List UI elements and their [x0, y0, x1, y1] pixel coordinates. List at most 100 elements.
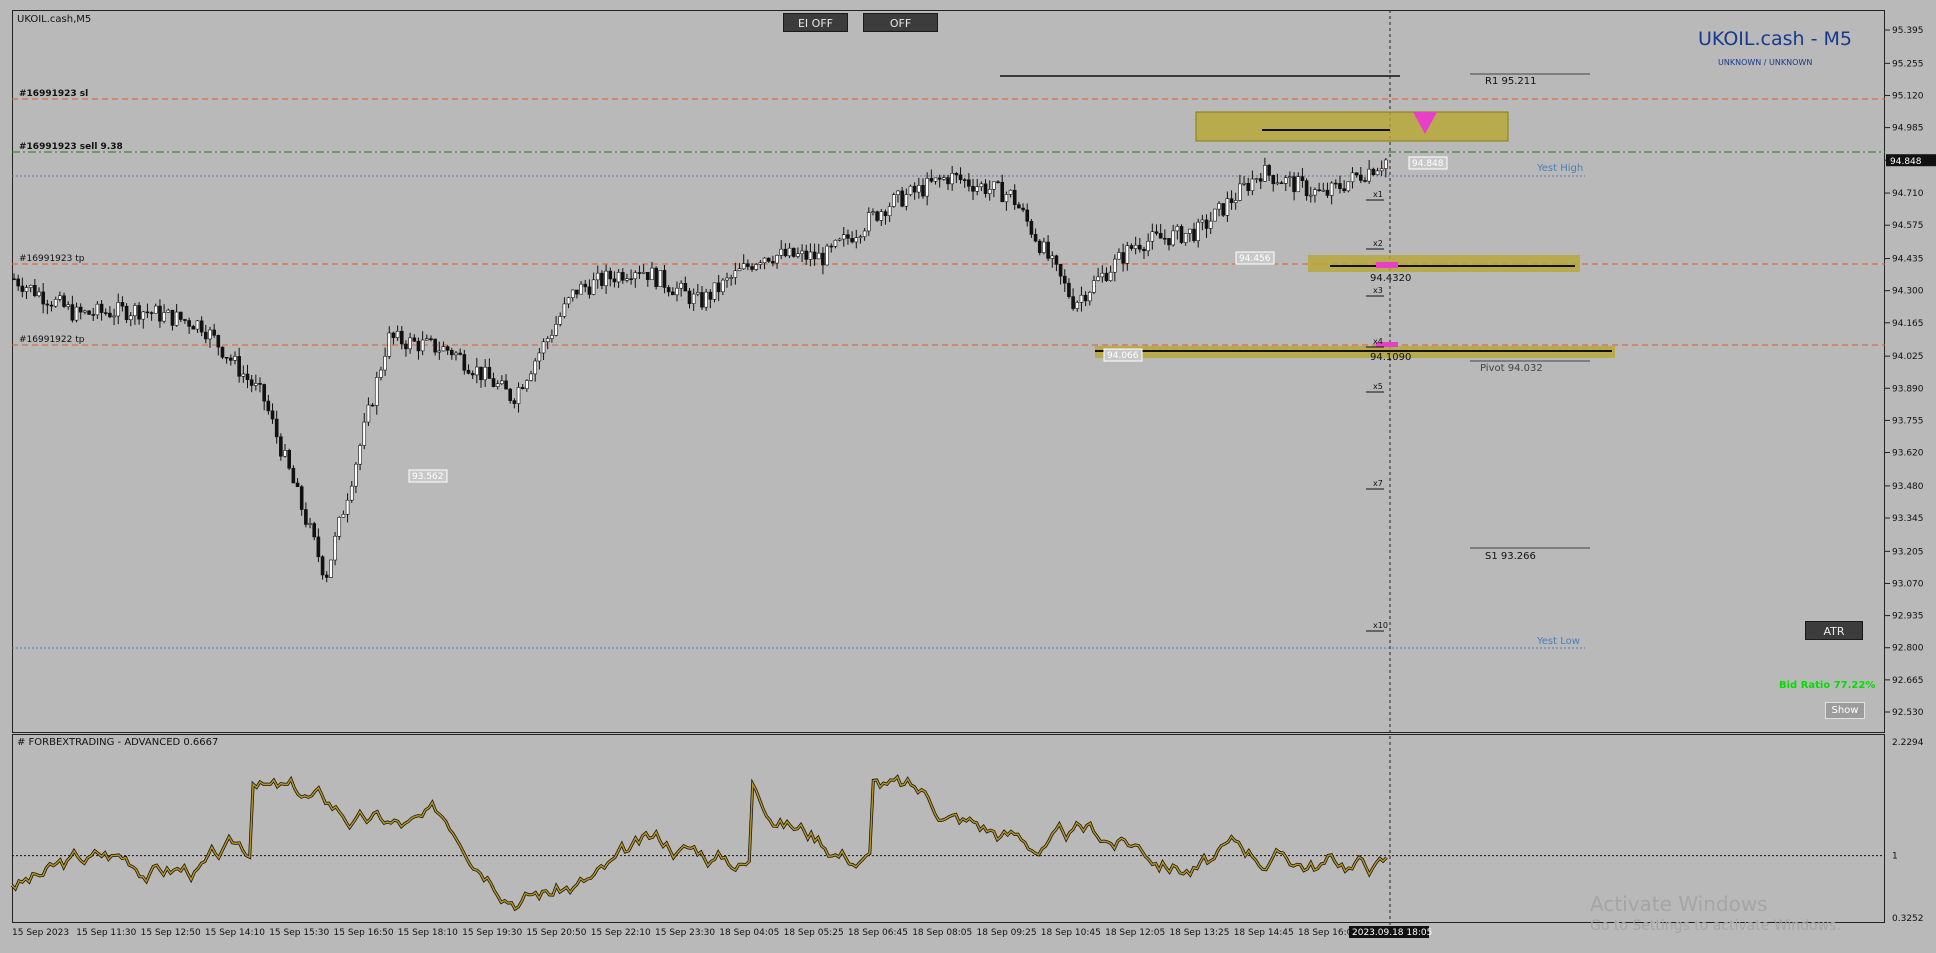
- demand-zone-1-label: 94.4320: [1370, 273, 1411, 284]
- candle-body: [896, 190, 900, 196]
- candle-body: [754, 264, 759, 270]
- candle-body: [1304, 180, 1309, 197]
- candle-body: [229, 357, 233, 361]
- candle-body: [1238, 183, 1242, 201]
- candle-body: [191, 326, 196, 330]
- candle-body: [12, 278, 16, 281]
- candle-body: [387, 332, 392, 357]
- price-axis-ticks: 95.395 95.255 95.120 94.985 94.848 94.710 94.5…: [1885, 26, 1924, 718]
- candle-body: [1242, 182, 1246, 185]
- candle-body: [162, 312, 166, 322]
- candle-body: [95, 303, 100, 316]
- price-tick-label: 93.890: [1892, 384, 1924, 394]
- candle-body: [1342, 188, 1346, 192]
- time-axis-ticks: 15 Sep 2023 15 Sep 11:30 15 Sep 12:50 15 Se…: [12, 928, 1358, 938]
- candle-body: [362, 421, 367, 446]
- candle-body: [508, 388, 512, 401]
- candle-body: [495, 383, 500, 387]
- price-tick-label: 95.120: [1892, 91, 1924, 101]
- candle-body: [174, 311, 179, 326]
- candle-body: [637, 272, 642, 274]
- candle-body: [633, 272, 638, 280]
- candle-body: [946, 177, 950, 185]
- supply-zone: [1195, 111, 1509, 142]
- candle-body: [1150, 231, 1155, 242]
- price-tag-2: 94.456: [1239, 254, 1271, 264]
- candle-body: [458, 352, 462, 355]
- candle-body: [1042, 241, 1046, 253]
- candle-body: [187, 320, 191, 327]
- candle-body: [1029, 221, 1034, 235]
- off-button[interactable]: OFF: [863, 13, 938, 32]
- candle-body: [1175, 226, 1180, 232]
- candle-body: [929, 178, 934, 182]
- candle-body: [545, 338, 550, 343]
- candle-body: [850, 237, 854, 243]
- candle-body: [620, 272, 625, 281]
- candle-body: [691, 293, 696, 304]
- candle-body: [1271, 175, 1276, 185]
- main-chart-pane[interactable]: [12, 10, 1885, 733]
- candle-body: [262, 384, 266, 402]
- candle-body: [1179, 226, 1184, 243]
- candle-body: [212, 329, 216, 336]
- candle-body: [358, 445, 362, 465]
- candle-body: [996, 181, 1000, 184]
- candle-body: [671, 291, 675, 296]
- price-tick-label: 92.665: [1892, 676, 1924, 686]
- candle-body: [992, 181, 996, 190]
- candle-body: [354, 463, 358, 487]
- candle-body: [120, 302, 125, 307]
- candle-body: [33, 285, 37, 297]
- x-level-label: x7: [1373, 479, 1383, 488]
- candle-body: [746, 263, 750, 267]
- osc-line-shadow: [10, 774, 1388, 912]
- candle-body: [787, 247, 792, 257]
- ei-off-button[interactable]: EI OFF: [783, 13, 848, 32]
- candle-body: [1171, 230, 1175, 246]
- candle-body: [1017, 204, 1021, 209]
- candle-body: [316, 536, 321, 558]
- time-tick-label: 15 Sep 11:30: [76, 928, 136, 938]
- candle-body: [1275, 182, 1280, 185]
- candle-body: [554, 323, 558, 336]
- candle-body: [879, 211, 884, 221]
- demand-zone-1-marker: [1376, 262, 1398, 268]
- candle-body: [1117, 252, 1121, 260]
- current-price-label: 94.848: [1890, 157, 1922, 167]
- candle-body: [1233, 200, 1238, 204]
- candle-body: [1371, 168, 1376, 176]
- price-tick-label: 94.300: [1892, 287, 1924, 297]
- candle-body: [804, 250, 809, 260]
- candle-body: [625, 278, 629, 281]
- candle-body: [883, 211, 888, 216]
- candle-body: [971, 186, 975, 192]
- candle-body: [237, 356, 241, 377]
- candle-body: [299, 486, 304, 510]
- candle-body: [399, 330, 404, 345]
- candle-body: [1300, 176, 1305, 181]
- candle-body: [249, 379, 254, 386]
- oscillator-pane[interactable]: [12, 734, 1885, 923]
- price-tick-label: 94.985: [1892, 124, 1924, 134]
- candle-body: [1046, 241, 1050, 259]
- candle-body: [304, 509, 308, 525]
- candle-body: [950, 172, 954, 185]
- candle-body: [312, 523, 317, 538]
- time-tick-label: 15 Sep 19:30: [462, 928, 522, 938]
- price-tick-label: 93.345: [1892, 514, 1924, 524]
- candle-body: [116, 302, 121, 317]
- candle-body: [224, 356, 229, 359]
- candle-body: [616, 272, 621, 283]
- atr-button[interactable]: ATR: [1805, 621, 1863, 640]
- show-button[interactable]: Show: [1825, 702, 1865, 719]
- candle-body: [866, 212, 871, 232]
- candle-body: [1263, 165, 1267, 182]
- candle-body: [1121, 252, 1125, 264]
- candle-body: [1308, 194, 1313, 197]
- candle-body: [454, 352, 458, 356]
- candle-body: [587, 286, 592, 295]
- time-tick-label: 15 Sep 22:10: [591, 928, 651, 938]
- candle-body: [149, 312, 154, 314]
- candle-body: [700, 292, 704, 308]
